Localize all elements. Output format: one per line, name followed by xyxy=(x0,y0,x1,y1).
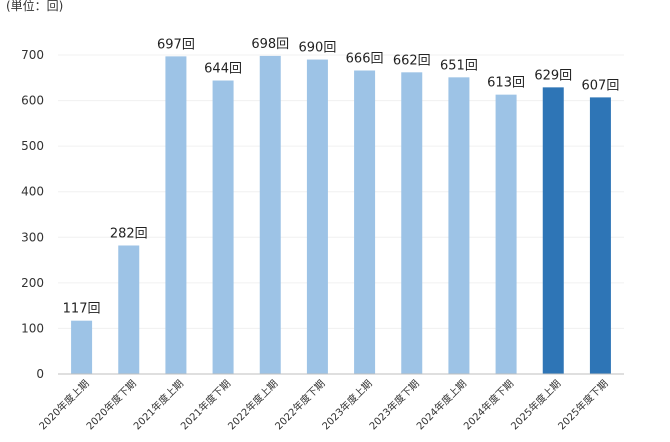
unit-note: (単位：回) xyxy=(6,0,64,13)
x-tick-label: 2021年度下期 xyxy=(178,377,233,432)
bar xyxy=(71,320,93,374)
x-tick-label: 2021年度上期 xyxy=(131,377,186,432)
x-tick-label: 2025年度上期 xyxy=(508,377,563,432)
x-tick-label: 2025年度下期 xyxy=(555,377,610,432)
gridlines xyxy=(58,54,624,329)
data-labels: 117回 282回 697回 644回 698回 690回 666回 662回 651回 613回… xyxy=(63,37,620,317)
x-axis: 2020年度上期2020年度下期2021年度上期2021年度下期2022年度上期… xyxy=(36,373,624,432)
x-tick-label: 2020年度下期 xyxy=(83,377,138,432)
y-axis: 0 100 200 300 400 500 600 700 xyxy=(21,48,44,381)
x-tick-label: 2023年度下期 xyxy=(366,377,421,432)
y-tick-label: 700 xyxy=(21,48,44,62)
bar xyxy=(259,55,281,374)
y-tick-label: 100 xyxy=(21,321,44,335)
bars xyxy=(71,55,611,375)
y-tick-label: 0 xyxy=(36,367,44,381)
y-tick-label: 400 xyxy=(21,185,44,199)
data-label: 697回 xyxy=(157,37,195,52)
x-tick-label: 2022年度下期 xyxy=(272,377,327,432)
y-tick-label: 200 xyxy=(21,276,44,290)
data-label: 117回 xyxy=(63,302,101,317)
data-label: 651回 xyxy=(440,58,478,73)
data-label: 690回 xyxy=(299,41,337,56)
data-label: 662回 xyxy=(393,53,431,68)
x-tick-label: 2024年度下期 xyxy=(461,377,516,432)
bar xyxy=(448,77,470,374)
bar xyxy=(589,97,611,374)
bar xyxy=(306,59,328,375)
bar xyxy=(401,72,423,375)
data-label: 613回 xyxy=(487,76,525,91)
data-label: 607回 xyxy=(582,78,620,93)
data-label: 629回 xyxy=(534,68,572,83)
data-label: 644回 xyxy=(204,62,242,77)
y-tick-label: 300 xyxy=(21,230,44,244)
bar xyxy=(118,245,140,374)
data-label: 698回 xyxy=(251,37,289,52)
bar xyxy=(495,94,517,374)
x-tick-label: 2023年度上期 xyxy=(319,377,374,432)
bar xyxy=(542,87,564,374)
bar xyxy=(212,80,234,375)
y-tick-label: 500 xyxy=(21,139,44,153)
x-tick-label: 2022年度上期 xyxy=(225,377,280,432)
y-tick-label: 600 xyxy=(21,94,44,108)
x-tick-label: 2024年度上期 xyxy=(414,377,469,432)
x-tick-label: 2020年度上期 xyxy=(36,377,91,432)
bar xyxy=(354,70,376,374)
data-label: 282回 xyxy=(110,226,148,241)
data-label: 666回 xyxy=(346,51,384,66)
bar xyxy=(165,56,187,375)
